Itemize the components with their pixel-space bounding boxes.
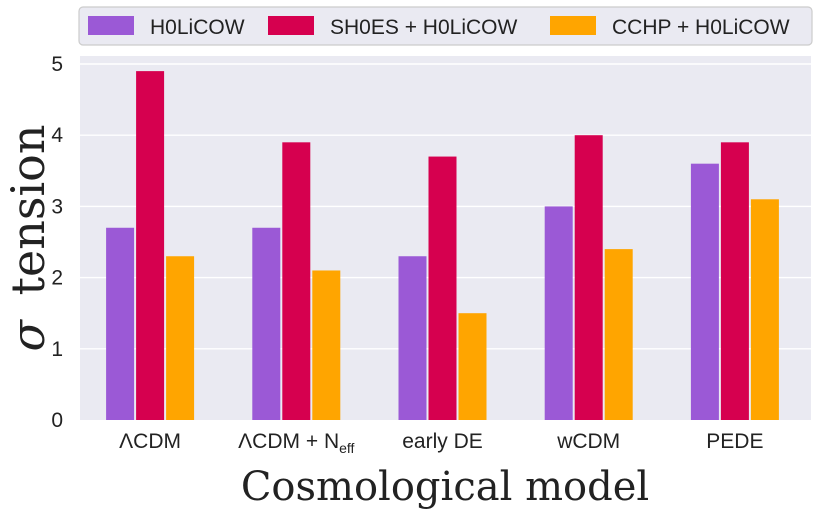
legend: H0LiCOW SH0ES + H0LiCOW CCHP + H0LiCOW bbox=[78, 6, 813, 46]
y-tick-label: 4 bbox=[51, 124, 63, 147]
legend-swatch bbox=[268, 16, 314, 35]
bar-h0licow-1 bbox=[252, 227, 281, 420]
legend-swatch bbox=[550, 16, 596, 35]
bar-cchp-h0licow-2 bbox=[458, 313, 487, 420]
bar-cchp-h0licow-1 bbox=[312, 270, 341, 420]
x-tick-label: ΛCDM bbox=[119, 430, 181, 453]
legend-swatch bbox=[88, 16, 134, 35]
x-tick-label: wCDM bbox=[556, 430, 620, 453]
bar-sh0es-h0licow-4 bbox=[720, 142, 749, 420]
x-tick-label: ΛCDM + Neff bbox=[238, 430, 354, 456]
bar-cchp-h0licow-4 bbox=[750, 199, 779, 420]
y-axis-label-symbol: σ bbox=[1, 319, 55, 352]
bar-h0licow-0 bbox=[106, 227, 135, 420]
x-tick-label: PEDE bbox=[706, 430, 763, 453]
bar-h0licow-2 bbox=[398, 256, 427, 420]
legend-label: H0LiCOW bbox=[150, 16, 245, 39]
bar-sh0es-h0licow-0 bbox=[136, 71, 165, 421]
bars bbox=[106, 71, 779, 421]
y-tick-label: 3 bbox=[51, 195, 63, 218]
legend-frame bbox=[78, 6, 813, 46]
bar-h0licow-4 bbox=[690, 163, 719, 420]
bar-sh0es-h0licow-1 bbox=[282, 142, 311, 420]
bar-h0licow-3 bbox=[544, 206, 573, 420]
y-tick-label: 5 bbox=[51, 53, 63, 76]
legend-label: CCHP + H0LiCOW bbox=[612, 16, 790, 39]
x-tick-label: early DE bbox=[402, 430, 483, 453]
x-axis-label: Cosmological model bbox=[241, 464, 649, 510]
bar-cchp-h0licow-3 bbox=[604, 249, 633, 420]
bar-sh0es-h0licow-2 bbox=[428, 156, 457, 420]
y-axis-label: σ tension bbox=[1, 124, 55, 351]
y-tick-label: 0 bbox=[51, 409, 63, 432]
bar-cchp-h0licow-0 bbox=[166, 256, 195, 420]
legend-label: SH0ES + H0LiCOW bbox=[330, 16, 517, 39]
y-axis-label-text: tension bbox=[1, 124, 55, 295]
x-axis-ticks: ΛCDM ΛCDM + Neff early DE wCDM PEDE bbox=[119, 430, 763, 456]
legend-items: H0LiCOW SH0ES + H0LiCOW CCHP + H0LiCOW bbox=[88, 16, 790, 39]
y-axis-ticks: 0 1 2 3 4 5 bbox=[51, 53, 63, 432]
y-tick-label: 1 bbox=[51, 338, 63, 361]
bar-sh0es-h0licow-3 bbox=[574, 135, 603, 420]
y-tick-label: 2 bbox=[51, 267, 63, 290]
